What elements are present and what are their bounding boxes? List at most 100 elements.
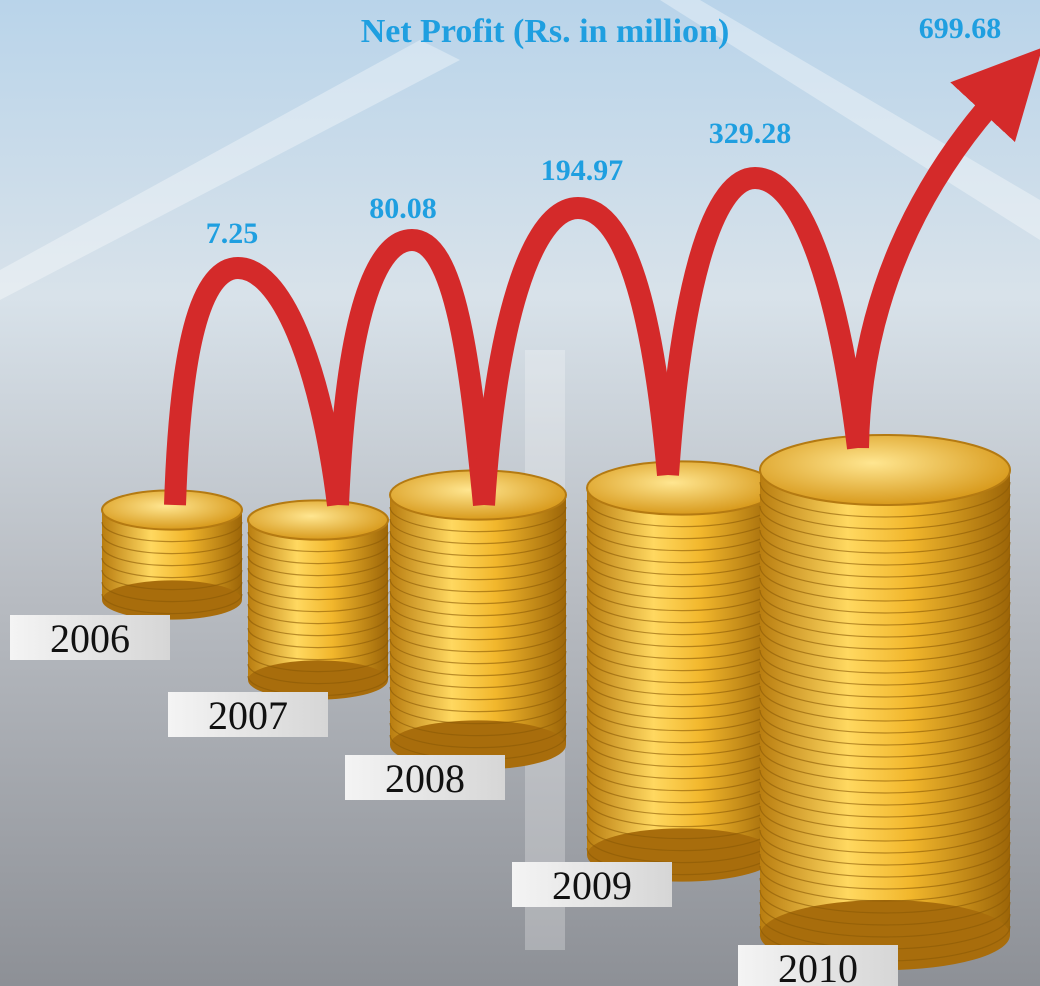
- coin-edge: [759, 709, 1011, 746]
- coin-edge: [247, 651, 389, 673]
- year-box: [345, 755, 505, 800]
- coin-edge: [759, 829, 1011, 866]
- value-label: 699.68: [919, 12, 1002, 45]
- coin-edge: [759, 661, 1011, 698]
- coin-edge: [759, 733, 1011, 770]
- coin-edge: [101, 533, 243, 555]
- coin-edge: [759, 685, 1011, 722]
- coin-edge: [101, 593, 243, 615]
- coin-edge: [759, 505, 1011, 542]
- year-box: [168, 692, 328, 737]
- coin-edge: [389, 578, 567, 605]
- light-streak: [0, 40, 460, 300]
- coin-edge: [389, 554, 567, 581]
- coin-edge: [759, 793, 1011, 830]
- coin-edge: [759, 673, 1011, 710]
- coin-edge: [389, 566, 567, 593]
- arrow-arc: [657, 166, 869, 476]
- year-label: 2009: [552, 863, 632, 908]
- coin-edge: [389, 686, 567, 713]
- coin-edge: [101, 521, 243, 543]
- coin-edge: [247, 603, 389, 625]
- coin-edge: [759, 493, 1011, 530]
- arrow-rise: [847, 47, 1040, 449]
- coin-edge: [247, 543, 389, 565]
- value-label: 7.25: [206, 217, 259, 250]
- coin-edge: [101, 545, 243, 567]
- coin-edge: [389, 626, 567, 653]
- coin-edge: [759, 541, 1011, 578]
- coin-top: [586, 460, 778, 516]
- coin-edge: [247, 555, 389, 577]
- coin-edge: [389, 650, 567, 677]
- coin-edge: [247, 615, 389, 637]
- coin-edge: [389, 614, 567, 641]
- year-label: 2008: [385, 756, 465, 801]
- coin-edge: [759, 553, 1011, 590]
- coin-edge: [247, 627, 389, 649]
- year-box: [10, 615, 170, 660]
- coin-edge: [759, 889, 1011, 926]
- coin-edge: [247, 591, 389, 613]
- year-box: [738, 945, 898, 986]
- coin-edge: [389, 590, 567, 617]
- coin-stack-base: [102, 580, 242, 620]
- coin-edge: [759, 625, 1011, 662]
- coin-edge: [101, 557, 243, 579]
- coin-edge: [389, 662, 567, 689]
- coin-stack: [247, 499, 389, 700]
- coin-top: [247, 499, 389, 541]
- coin-edge: [759, 901, 1011, 938]
- coin-edge: [759, 565, 1011, 602]
- coin-edge: [759, 577, 1011, 614]
- coin-stack-base: [248, 660, 388, 700]
- coin-edge: [389, 710, 567, 737]
- coin-edge: [759, 841, 1011, 878]
- coin-edge: [759, 601, 1011, 638]
- coin-edge: [389, 638, 567, 665]
- coin-edge: [759, 697, 1011, 734]
- coin-edge: [759, 529, 1011, 566]
- coin-edge: [759, 781, 1011, 818]
- coin-edge: [389, 674, 567, 701]
- coin-edge: [247, 663, 389, 685]
- coin-edge: [759, 865, 1011, 902]
- year-label: 2007: [208, 693, 288, 738]
- coin-stack-body: [390, 495, 566, 745]
- coin-edge: [759, 853, 1011, 890]
- coin-edge: [759, 589, 1011, 626]
- coin-stack: [586, 460, 778, 882]
- coin-edge: [759, 649, 1011, 686]
- coin-edge: [759, 517, 1011, 554]
- coin-edge: [759, 721, 1011, 758]
- chart-title: Net Profit (Rs. in million): [361, 13, 730, 50]
- coin-edge: [759, 877, 1011, 914]
- coin-edge: [389, 530, 567, 557]
- coin-stack-body: [587, 488, 777, 855]
- coin-edge: [247, 567, 389, 589]
- coin-edge: [759, 817, 1011, 854]
- year-label: 2006: [50, 616, 130, 661]
- coin-edge: [759, 745, 1011, 782]
- coin-edge: [389, 722, 567, 749]
- arrow-arc: [473, 196, 679, 506]
- coin-stack: [759, 434, 1011, 970]
- coin-top: [759, 434, 1011, 506]
- arrow-arc: [164, 256, 349, 507]
- value-label: 194.97: [541, 154, 624, 187]
- coin-edge: [389, 542, 567, 569]
- coin-edge: [759, 637, 1011, 674]
- coin-edge: [101, 569, 243, 591]
- value-label: 329.28: [709, 117, 792, 150]
- coin-stack: [389, 469, 567, 770]
- coin-edge: [759, 613, 1011, 650]
- coin-edge: [101, 581, 243, 603]
- coin-edge: [389, 506, 567, 533]
- coin-edge: [759, 769, 1011, 806]
- coin-edge: [759, 481, 1011, 518]
- coin-edge: [389, 698, 567, 725]
- coin-edge: [247, 639, 389, 661]
- coin-stack-body: [760, 470, 1010, 935]
- value-label: 80.08: [369, 192, 437, 225]
